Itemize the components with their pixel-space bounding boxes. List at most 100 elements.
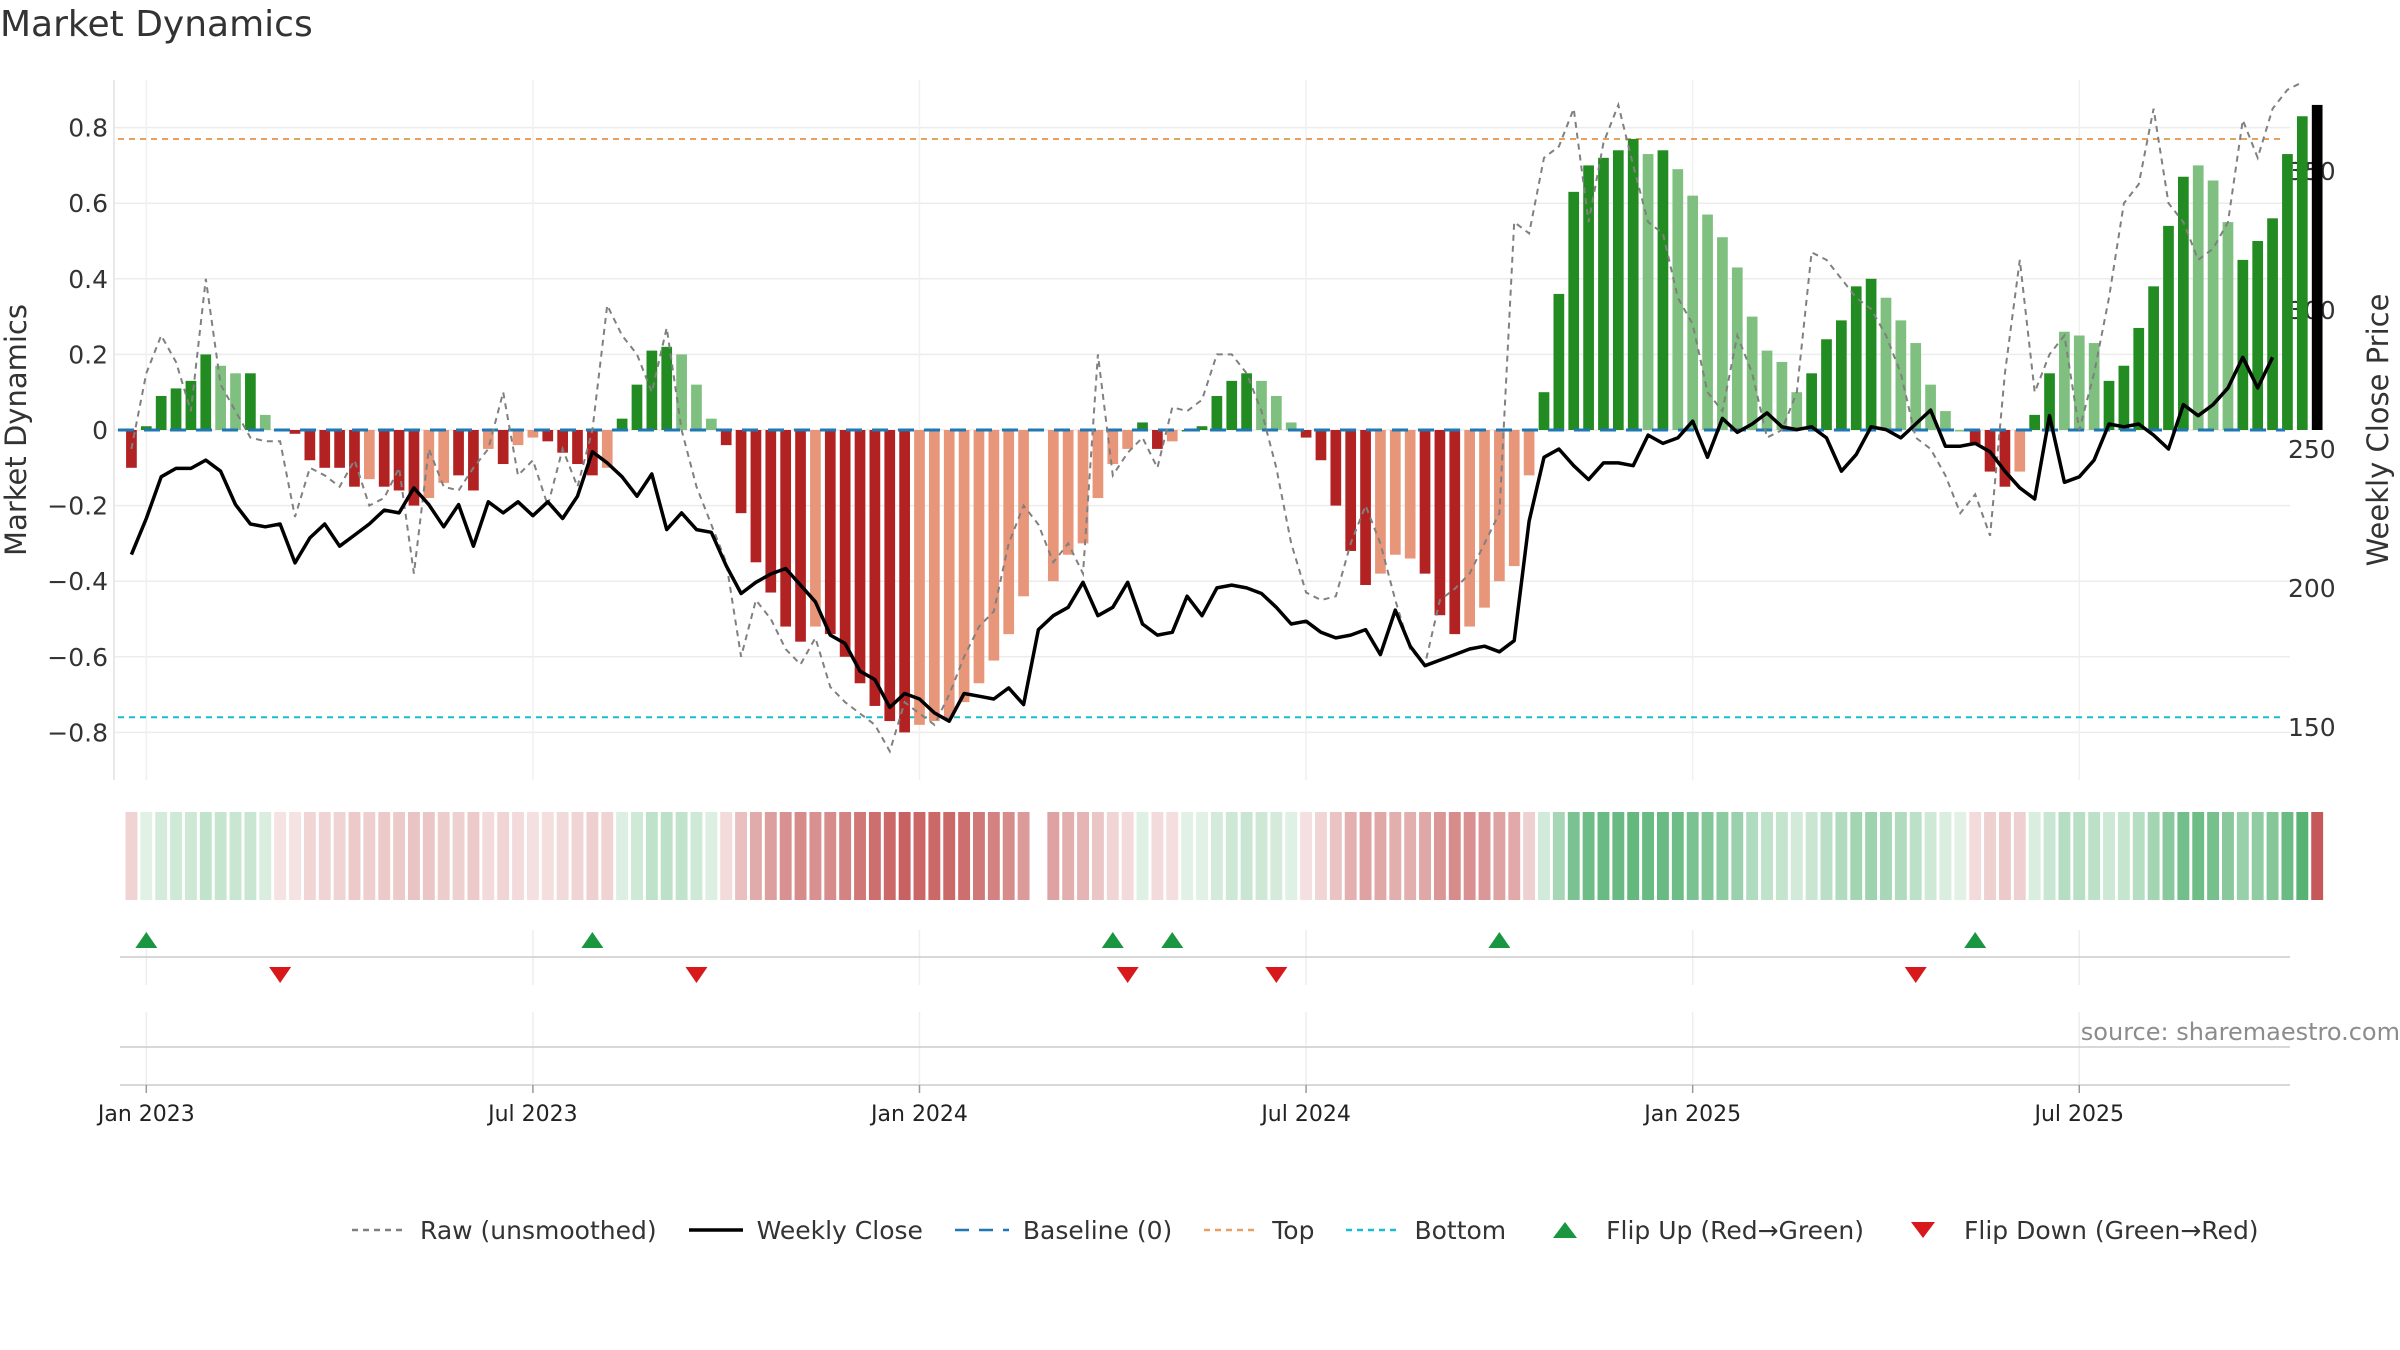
bar [1404,430,1416,559]
bar [616,418,628,430]
bar [1285,422,1297,430]
bar [1642,154,1654,430]
bar [929,430,940,722]
bar [1270,395,1282,430]
state-strip-cell [705,812,718,900]
bar [2163,225,2174,430]
state-strip-cell [1062,812,1075,900]
state-strip-cell [1790,812,1803,900]
state-strip-cell [289,812,301,900]
state-strip-cell [2311,812,2324,900]
state-strip-cell [2058,812,2071,900]
state-strip-cell [1508,812,1521,900]
bar [259,414,271,430]
bar [2296,116,2308,430]
state-strip-cell [601,812,614,900]
state-strip-cell [1240,812,1253,900]
bar [1583,165,1594,430]
legend-label: Top [1272,1215,1315,1245]
bar [438,430,450,483]
bar [839,430,851,657]
state-strip-cell [393,812,406,900]
state-strip-cell [2281,812,2294,900]
state-strip-cell [898,812,911,900]
bar [973,430,985,684]
bar [943,430,955,718]
bar [1791,392,1803,430]
bar [1047,430,1059,582]
state-strip-cell [1761,812,1773,900]
bar [155,395,167,430]
state-strip-cell [987,812,1000,900]
bar [1538,392,1550,430]
state-strip-cell [1939,812,1952,900]
state-strip-cell [422,812,435,900]
state-strip-cell [199,812,212,900]
state-strip-cell [824,812,837,900]
state-strip-cell [363,812,376,900]
bar [1553,293,1565,430]
right-tick-label: 250 [2288,435,2336,464]
state-strip-cell [452,812,465,900]
bar [1330,430,1342,506]
state-strip-cell [467,812,480,900]
state-strip-cell [2132,812,2145,900]
state-strip-cell [1701,812,1714,900]
state-strip-cell [2073,812,2086,900]
state-strip-cell [2236,812,2249,900]
state-strip-cell [526,812,539,900]
bar [170,388,182,430]
state-strip-cell [1746,812,1759,900]
bar [1954,430,1966,432]
legend-swatch [1911,1222,1936,1238]
state-strip-cell [378,812,391,900]
raw-series-line [130,81,2303,754]
bar [1598,157,1609,430]
bar [2088,343,2100,430]
state-strip-cell [690,812,703,900]
state-strip-cell [1969,812,1982,900]
bar [1419,430,1431,574]
state-strip-cell [1909,812,1922,900]
legend-swatch [688,1228,743,1232]
flip-up-marker [1964,932,1987,948]
state-strip-cell [1389,812,1402,900]
source-attribution: source: sharemaestro.com [2080,1018,2400,1046]
state-strip-cell [1255,812,1268,900]
bar [1211,395,1223,430]
state-strip-cell [184,812,197,900]
state-strip-cell [1270,812,1283,900]
state-strip-cell [2043,812,2056,900]
bar [1300,430,1312,438]
flip-up-marker [135,932,158,948]
bar [304,430,316,461]
bar [1508,430,1520,567]
state-strip-cell [303,812,316,900]
state-strip-cell [839,812,852,900]
state-strip-cell [1642,812,1655,900]
bar [780,430,792,627]
bar [2073,335,2085,430]
state-strip-cell [928,812,941,900]
state-strip-cell [1151,812,1164,900]
bar [289,430,301,434]
state-strip-cell [1567,812,1580,900]
state-strip-cell [407,812,420,900]
state-strip-cell [1805,812,1818,900]
state-strip-cell [1627,812,1640,900]
state-strip-cell [2013,812,2026,900]
left-tick-label: 0.2 [68,340,108,369]
state-strip-cell [1077,812,1089,900]
bar [1865,278,1877,430]
state-strip-cell [779,812,792,900]
bar [2059,331,2070,430]
bar [497,430,509,465]
flip-down-marker [269,967,292,983]
bar [482,430,494,449]
state-strip-cell [764,812,777,900]
state-strip-cell [2147,812,2160,900]
legend-item: Flip Down (Green→Red) [1894,1216,2259,1245]
right-tick-label: 200 [2288,574,2336,603]
bar [1062,430,1074,555]
bar [795,430,806,642]
